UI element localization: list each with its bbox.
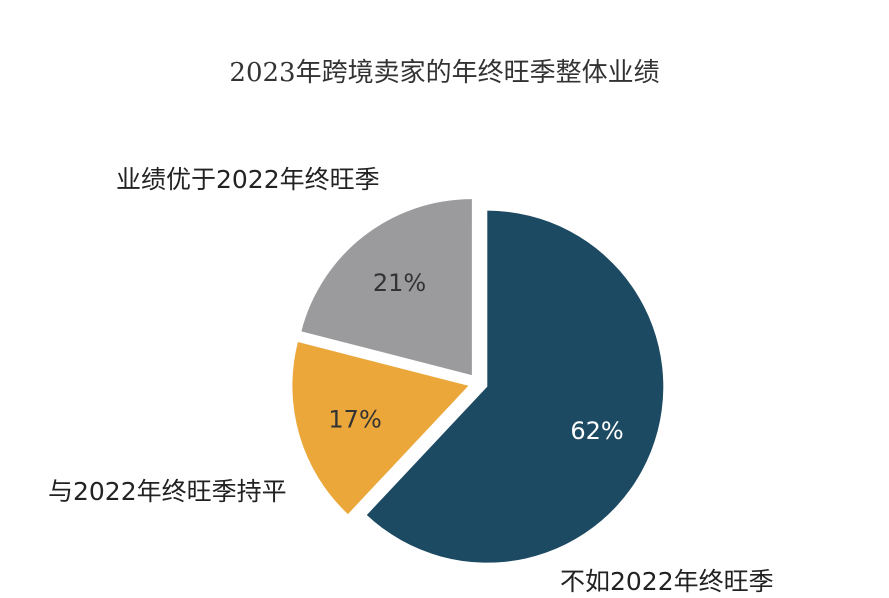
pie-slice	[366, 210, 664, 563]
chart-title: 2023年跨境卖家的年终旺季整体业绩	[229, 58, 660, 88]
slice-category-label: 与2022年终旺季持平	[48, 477, 287, 506]
pie-slices	[292, 199, 664, 563]
slice-value-label: 21%	[373, 269, 426, 297]
pie-slice	[292, 342, 469, 515]
slice-value-label: 17%	[328, 406, 381, 434]
pie-labels: 62% 不如2022年终旺季 17% 与2022年终旺季持平 21% 业绩优于2022年终…	[48, 165, 774, 596]
slice-value-label: 62%	[570, 417, 623, 445]
slice-category-label: 业绩优于2022年终旺季	[116, 165, 380, 194]
slice-category-label: 不如2022年终旺季	[560, 567, 774, 596]
pie-slice	[301, 199, 472, 376]
